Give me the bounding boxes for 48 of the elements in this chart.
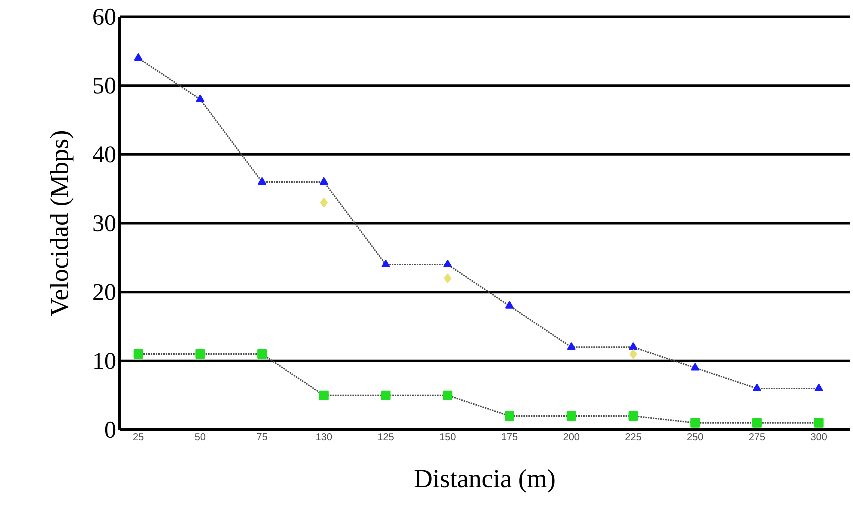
point	[690, 418, 700, 428]
point	[566, 412, 576, 421]
x-tick-label: 275	[749, 434, 766, 441]
y-tick-label: 20	[94, 284, 116, 300]
x-tick-label: 225	[626, 434, 642, 441]
point	[444, 274, 452, 284]
x-tick-label: 125	[378, 434, 394, 441]
point	[691, 363, 700, 371]
y-tick-label: 30	[94, 215, 116, 232]
point	[196, 94, 205, 102]
point	[320, 177, 328, 185]
point	[506, 301, 514, 309]
point	[134, 350, 144, 360]
x-tick-label: 300	[811, 434, 827, 441]
point	[258, 177, 266, 185]
x-axis-title: Distancia (m)	[414, 469, 555, 493]
point	[443, 390, 453, 400]
point	[134, 54, 143, 62]
point	[629, 342, 638, 350]
y-tick-label: 50	[94, 78, 116, 94]
point	[628, 412, 638, 421]
x-tick-label: 50	[195, 434, 206, 441]
point	[814, 384, 824, 392]
x-tick-label: 130	[316, 434, 332, 441]
point	[258, 350, 268, 360]
point	[381, 390, 391, 400]
point	[319, 390, 329, 400]
point	[320, 198, 328, 208]
point	[444, 260, 452, 268]
x-tick-label: 200	[564, 434, 580, 441]
x-tick-label: 175	[502, 434, 518, 440]
y-tick-label: 0	[105, 422, 116, 438]
y-tick-label: 60	[94, 8, 116, 26]
point	[752, 418, 762, 428]
y-tick-label: 10	[94, 353, 116, 370]
x-tick-label: 150	[440, 434, 456, 441]
y-axis-title: Velocidad (Mbps)	[50, 131, 74, 316]
point	[382, 260, 390, 268]
point	[505, 412, 514, 421]
point	[753, 384, 762, 392]
point	[567, 342, 576, 350]
x-tick-label: 75	[257, 434, 268, 440]
x-tick-label: 250	[688, 434, 704, 441]
point	[814, 418, 824, 428]
point	[630, 350, 638, 360]
point	[196, 350, 206, 360]
x-tick-label: 25	[134, 434, 144, 441]
y-tick-label: 40	[93, 146, 116, 163]
